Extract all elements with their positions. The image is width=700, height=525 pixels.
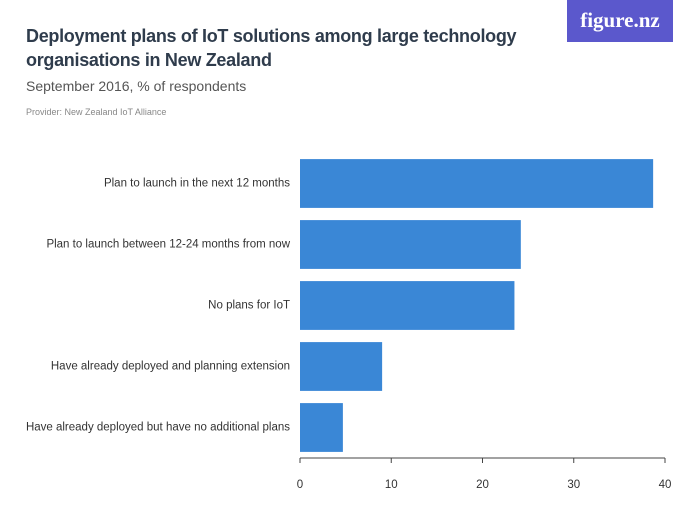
bar: [300, 281, 515, 330]
y-tick-label: Plan to launch between 12-24 months from…: [46, 239, 290, 251]
x-tick-label: 10: [385, 479, 398, 491]
chart-subtitle: September 2016, % of respondents: [26, 78, 247, 94]
bar: [300, 220, 521, 269]
y-tick-label: No plans for IoT: [208, 300, 290, 312]
y-tick-label: Have already deployed but have no additi…: [26, 422, 290, 434]
logo[interactable]: figure.nz: [567, 0, 673, 42]
y-tick-label: Have already deployed and planning exten…: [51, 361, 290, 373]
chart-title: Deployment plans of IoT solutions among …: [26, 26, 517, 70]
x-tick-label: 40: [659, 479, 672, 491]
x-tick-label: 20: [476, 479, 489, 491]
y-tick-label: Plan to launch in the next 12 months: [104, 178, 290, 190]
provider: Provider: New Zealand IoT Alliance: [26, 107, 167, 117]
x-tick-label: 30: [567, 479, 580, 491]
bar: [300, 159, 654, 208]
x-tick-label: 0: [297, 479, 303, 491]
bar: [300, 342, 383, 391]
bar: [300, 403, 343, 452]
